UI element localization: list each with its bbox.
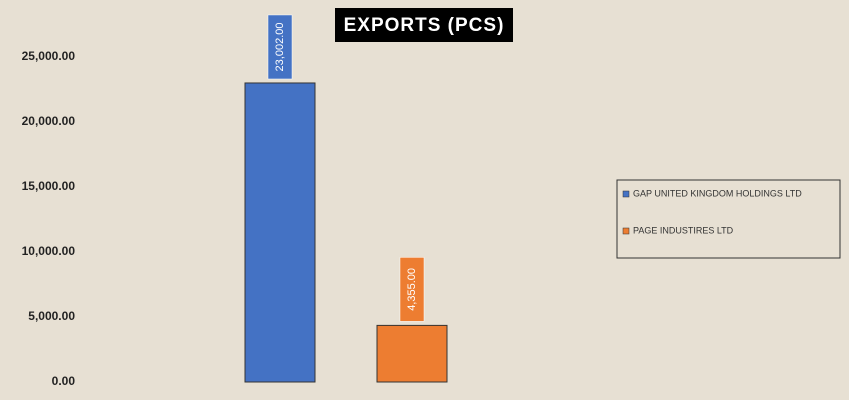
value-label-box: [399, 257, 425, 322]
legend-swatch: [622, 227, 630, 235]
y-tick-label: 5,000.00: [28, 309, 75, 323]
legend-label: GAP UNITED KINGDOM HOLDINGS LTD: [633, 188, 802, 198]
legend-swatch: [622, 190, 630, 198]
legend-label: PAGE INDUSTIRES LTD: [633, 225, 734, 235]
value-label: 23,002.00: [274, 23, 286, 72]
y-tick-label: 0.00: [52, 374, 76, 388]
bar: [244, 82, 316, 383]
y-tick-label: 20,000.00: [22, 114, 76, 128]
y-tick-label: 15,000.00: [22, 179, 76, 193]
y-tick-label: 10,000.00: [22, 244, 76, 258]
value-label-box: [267, 14, 293, 80]
y-tick-label: 25,000.00: [22, 49, 76, 63]
legend-box: [616, 179, 841, 259]
title-box: [335, 8, 513, 42]
value-label: 4,355.00: [406, 268, 418, 311]
bar: [376, 324, 448, 383]
chart-title: EXPORTS (PCS): [344, 15, 505, 36]
